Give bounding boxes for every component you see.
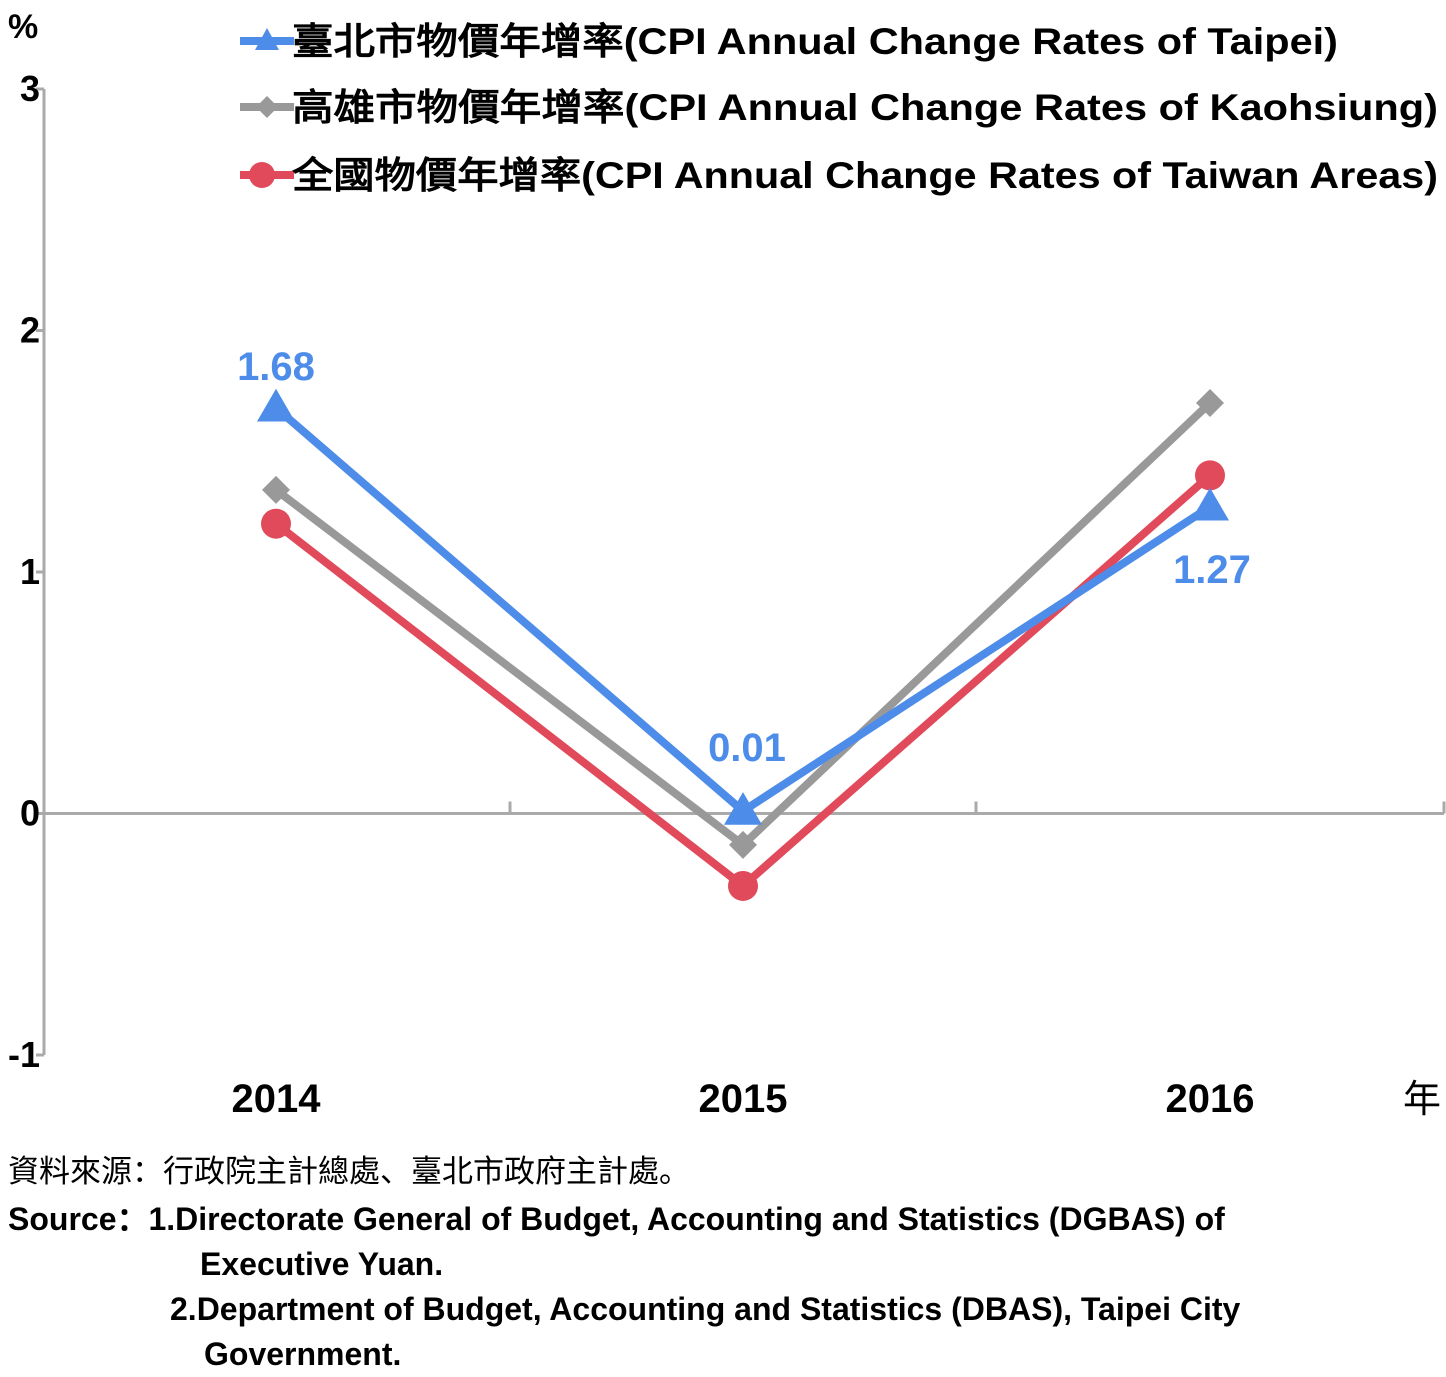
- y-tick-label: 2: [20, 310, 40, 351]
- x-unit-label: 年: [1403, 1077, 1441, 1121]
- data-point-circle: [1195, 460, 1225, 491]
- data-point-triangle: [724, 792, 762, 825]
- data-point-triangle: [1191, 487, 1229, 521]
- legend-label: 高雄市物價年增率(CPI Annual Change Rates of Kaoh…: [292, 86, 1438, 128]
- data-point-diamond: [262, 475, 290, 504]
- data-label: 0.01: [708, 726, 786, 770]
- source-english-line-4: Government.: [204, 1336, 402, 1372]
- source-english-line-2: Executive Yuan.: [200, 1246, 444, 1282]
- legend-marker: [256, 96, 278, 118]
- series-line-diamond: [273, 400, 1213, 849]
- legend-label: 全國物價年增率(CPI Annual Change Rates of Taiwa…: [291, 154, 1438, 196]
- y-unit-label: %: [8, 8, 38, 46]
- data-label: 1.68: [237, 345, 315, 389]
- data-point-circle: [261, 508, 291, 539]
- source-chinese: 資料來源：行政院主計總處、臺北市政府主計處。: [8, 1154, 690, 1190]
- y-tick-label: 3: [20, 68, 40, 109]
- data-label: 1.27: [1173, 548, 1251, 592]
- y-tick-label: 0: [20, 793, 40, 834]
- data-point-diamond: [729, 830, 757, 859]
- x-tick-label: 2016: [1166, 1077, 1255, 1121]
- source-english-line-1: Source：1.Directorate General of Budget, …: [8, 1201, 1225, 1237]
- y-tick-label: -1: [8, 1034, 40, 1075]
- legend-marker: [255, 28, 279, 50]
- line-chart: -1 0 1 2 3% 2014 2015 2016 年 1.68 0.01 1.27 臺北市物價年增率…: [8, 8, 1446, 1121]
- data-point-circle: [728, 870, 758, 901]
- legend-marker: [249, 162, 275, 188]
- data-point-triangle: [257, 388, 295, 422]
- y-tick-label: 1: [20, 551, 40, 592]
- legend-label: 臺北市物價年增率(CPI Annual Change Rates of Taip…: [292, 20, 1338, 62]
- x-tick-label: 2014: [232, 1077, 322, 1121]
- data-point-diamond: [1196, 388, 1224, 417]
- source-english-line-3: 2.Department of Budget, Accounting and S…: [170, 1291, 1241, 1327]
- x-tick-label: 2015: [699, 1077, 788, 1121]
